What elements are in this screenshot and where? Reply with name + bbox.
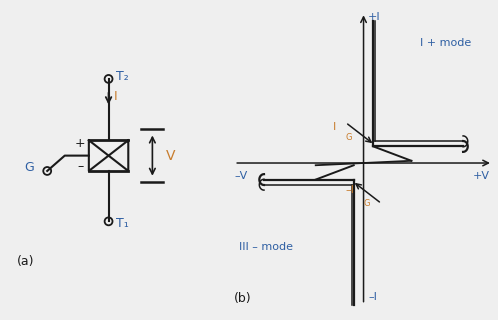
Text: I: I bbox=[333, 122, 336, 132]
Text: –I: –I bbox=[368, 292, 377, 301]
Text: –: – bbox=[77, 160, 83, 173]
Text: G: G bbox=[364, 199, 370, 208]
Text: T₂: T₂ bbox=[116, 70, 129, 83]
Text: III – mode: III – mode bbox=[240, 242, 293, 252]
Text: –I: –I bbox=[346, 185, 354, 195]
Text: G: G bbox=[346, 133, 352, 142]
Text: (b): (b) bbox=[234, 292, 252, 305]
Text: +V: +V bbox=[473, 171, 490, 180]
Text: G: G bbox=[24, 161, 34, 174]
Text: I + mode: I + mode bbox=[420, 37, 472, 48]
Text: T₁: T₁ bbox=[116, 217, 129, 230]
Text: I: I bbox=[114, 90, 118, 103]
Text: V: V bbox=[165, 148, 175, 163]
Text: +: + bbox=[75, 137, 85, 150]
Text: (a): (a) bbox=[16, 255, 34, 268]
Text: +I: +I bbox=[368, 12, 381, 22]
Text: –V: –V bbox=[234, 171, 248, 180]
